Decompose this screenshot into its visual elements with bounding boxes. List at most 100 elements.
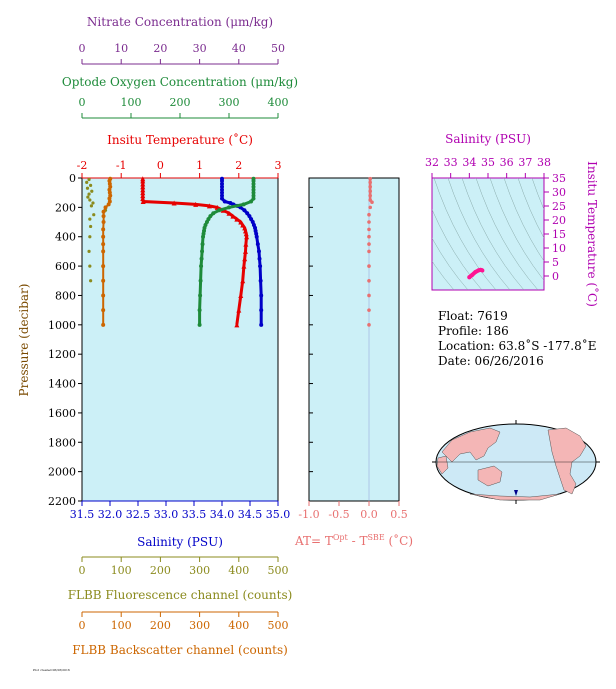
backscatter-point [103,205,108,210]
temperature-point [230,213,236,219]
salinity-point [254,234,259,239]
temperature-point [140,187,146,193]
oxygen-tick-label: 200 [170,96,191,109]
salinity-tick-label: 34.0 [210,508,235,521]
ts-y-tick-label: 25 [552,200,566,213]
temperature-point [238,292,244,298]
nitrate-tick-label: 40 [232,42,246,55]
nitrate-tick-label: 0 [79,42,86,55]
at-point [367,227,371,232]
salinity-point [247,214,252,219]
at-tick-label: -0.5 [328,508,349,521]
backscatter-point [101,278,106,283]
oxygen-tick-label: 300 [219,96,240,109]
salinity-point [220,187,224,192]
at-point [367,249,371,254]
salinity-tick-label: 33.0 [154,508,179,521]
salinity-point [259,308,264,313]
salinity-point [220,196,224,201]
asia-landmass [441,427,501,463]
fluorescence-axis-label: FLBB Fluorescence channel (counts) [68,588,293,602]
salinity-point [256,249,261,254]
temperature-point [241,263,247,269]
temperature-point [206,203,212,209]
oxygen-point [211,211,216,216]
oxygen-tick-label: 400 [268,96,289,109]
backscatter-point [107,181,112,186]
ts-contour-line [433,178,497,290]
ts-density-contours [432,178,544,290]
oxygen-point [197,308,202,313]
backscatter-point [101,220,106,225]
temperature-point [140,190,146,196]
ts-y-tick-label: 10 [552,242,566,255]
ts-point [473,269,478,274]
backscatter-point [101,242,106,247]
oxygen-point [217,208,222,213]
temperature-point [240,222,246,228]
oxygen-point [251,178,256,183]
temperature-point [171,200,177,206]
temperature-point [140,196,146,202]
footer-text: Plot created 06/28/2016 [33,668,70,672]
backscatter-point [107,187,112,192]
ts-title: Salinity (PSU) [445,132,531,146]
oxygen-point [199,256,204,261]
salinity-point [220,184,224,189]
temperature-point [243,241,249,247]
temperature-point [140,198,146,204]
nitrate-tick-label: 30 [193,42,207,55]
temperature-point [244,234,250,240]
fluorescence-point [89,204,94,208]
ts-contour-line [531,178,544,211]
oxygen-point [198,293,203,298]
ts-contour-line [432,260,455,290]
ts-series [467,267,485,280]
temperature-tick-label: 3 [275,159,282,172]
pressure-tick-label: 800 [55,289,76,302]
temperature-point [140,193,146,199]
temperature-point [238,219,244,225]
location: Location: 63.8˚S -177.8˚E [438,339,597,353]
fluorescence-point [86,195,90,199]
salinity-axis-label: Salinity (PSU) [137,535,223,549]
oxygen-point [199,264,204,269]
float-id: Float: 7619 [438,309,508,323]
salinity-tick-label: 32.5 [126,508,151,521]
pressure-tick-label: 600 [55,260,76,273]
temperature-point [234,322,240,328]
ts-y-tick-label: 35 [552,172,566,185]
ts-y-tick-label: 20 [552,214,566,227]
salinity-point [259,293,264,298]
salinity-point [220,178,224,183]
backscatter-point [107,178,112,183]
temperature-point [242,256,248,262]
at-point [368,189,373,194]
ts-point [480,268,485,273]
fluorescence-tick-label: 100 [111,564,132,577]
fluorescence-point [89,279,93,283]
salinity-point [220,190,224,195]
salinity-tick-label: 32.0 [98,508,123,521]
backscatter-point [101,322,106,327]
oxygen-point [197,322,202,327]
oxygen-point [251,187,256,192]
oxygen-point [201,234,206,239]
fluorescence-point [88,264,92,268]
ts-plot-area [431,177,545,291]
oxygen-tick-label: 0 [79,96,86,109]
pressure-tick-label: 400 [55,231,76,244]
salinity-point [242,208,247,213]
ts-y-tick-label: 30 [552,186,566,199]
temperature-tick-label: 1 [196,159,203,172]
temperature-point [193,201,199,207]
fluorescence-point [92,213,96,217]
float-position-marker [514,490,518,496]
ts-x-tick-label: 38 [537,156,551,169]
temperature-point [140,178,146,184]
pressure-tick-label: 200 [55,201,76,214]
backscatter-tick-label: 500 [268,619,289,632]
